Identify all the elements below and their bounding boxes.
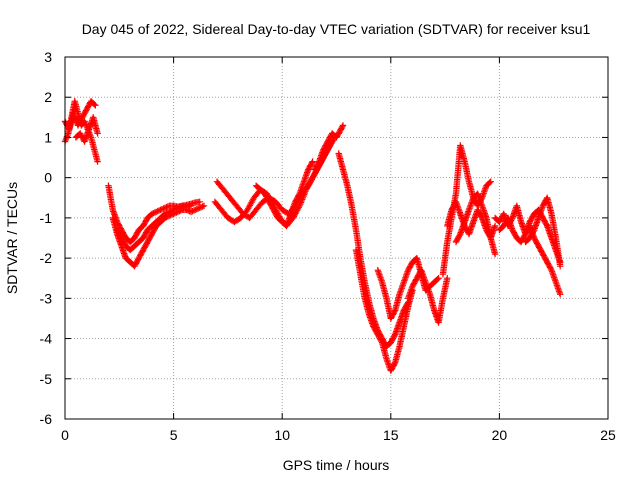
x-tick-label: 5 — [170, 427, 178, 443]
tick-layer: 0 5 10 15 20 25 -6 -5 -4 -3 -2 -1 0 1 2 3 — [40, 49, 616, 443]
x-tick-label: 25 — [600, 427, 616, 443]
data-series-segment — [252, 158, 316, 230]
data-layer — [61, 98, 564, 374]
x-tick-label: 15 — [383, 427, 399, 443]
y-tick-label: -5 — [40, 371, 53, 387]
y-tick-label: 1 — [44, 129, 52, 145]
y-axis-label: SDTVAR / TECUs — [4, 182, 20, 294]
y-tick-label: -1 — [40, 210, 53, 226]
data-series-segment — [113, 202, 195, 254]
data-series-segment — [522, 194, 564, 270]
grid-layer — [65, 57, 608, 419]
data-series-segment — [352, 246, 416, 374]
y-tick-label: -4 — [40, 331, 53, 347]
chart-title: Day 045 of 2022, Sidereal Day-to-day VTE… — [82, 21, 591, 37]
y-tick-label: 3 — [44, 49, 52, 65]
y-tick-label: -2 — [40, 250, 53, 266]
y-tick-label: -6 — [40, 411, 53, 427]
y-tick-label: 0 — [44, 170, 52, 186]
y-tick-label: -3 — [40, 290, 53, 306]
data-series-segment — [72, 114, 101, 145]
y-tick-label: 2 — [44, 89, 52, 105]
data-series-segment — [405, 267, 451, 326]
data-series-segment — [452, 190, 499, 258]
x-tick-label: 10 — [274, 427, 290, 443]
x-tick-label: 0 — [61, 427, 69, 443]
x-tick-label: 20 — [492, 427, 508, 443]
plot-frame — [64, 56, 609, 420]
data-series-segment — [311, 122, 347, 173]
x-axis-label: GPS time / hours — [283, 457, 390, 473]
